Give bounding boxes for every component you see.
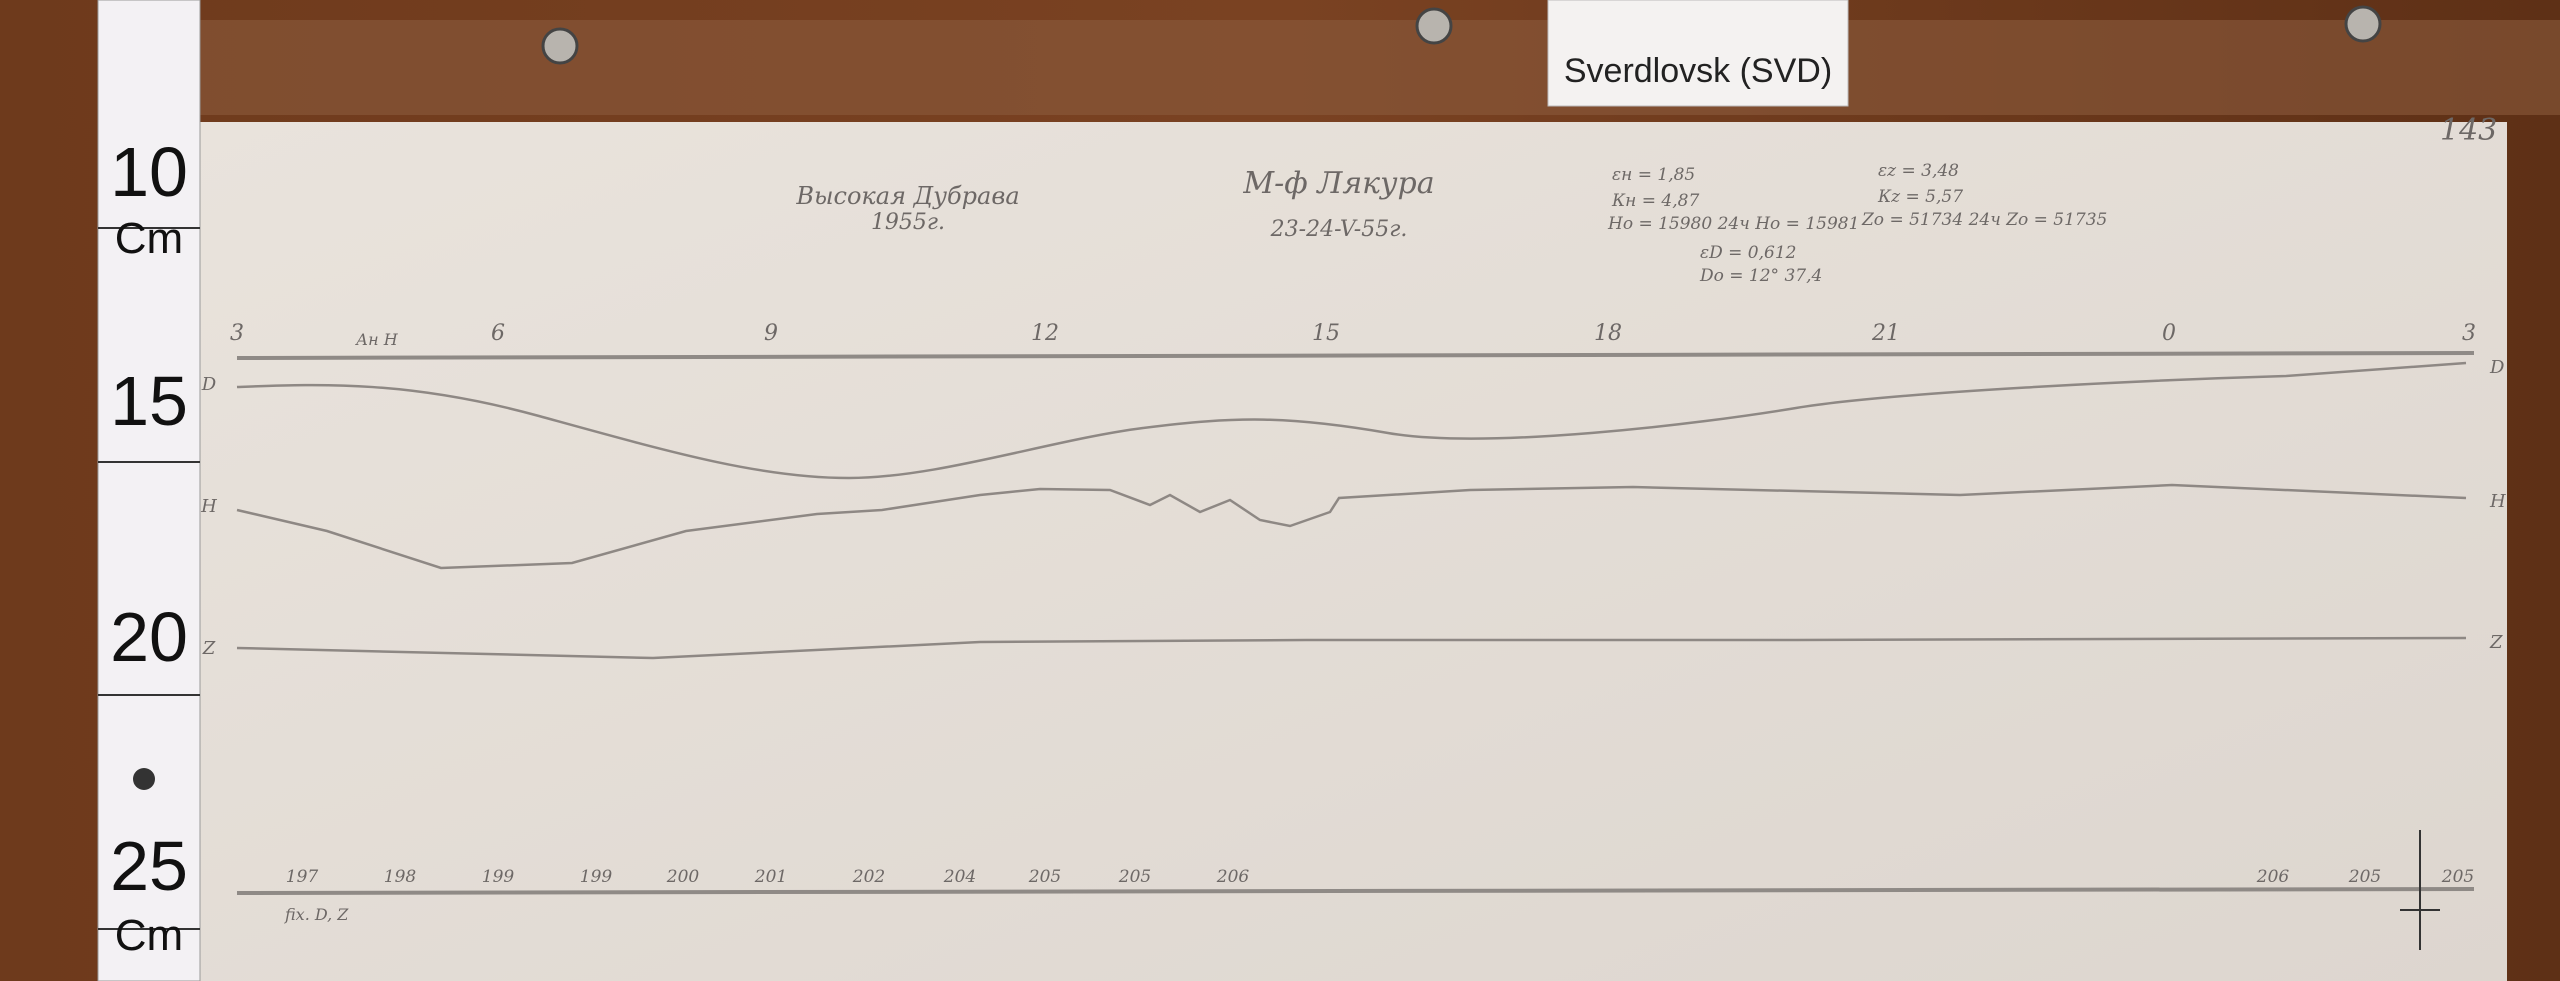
parameter: Кz = 5,57 — [1877, 187, 1963, 207]
hour-label: 3 — [230, 321, 244, 346]
year: 1955г. — [871, 210, 945, 235]
baseline-note: fix. D, Z — [284, 905, 349, 924]
axis-note: Ан H — [355, 330, 399, 349]
parameter: Кн = 4,87 — [1611, 191, 1699, 211]
parameter: εD = 0,612 — [1700, 243, 1796, 263]
hour-label: 15 — [1312, 321, 1340, 346]
baseline-label: 205 — [2441, 867, 2474, 887]
parameter: εн = 1,85 — [1612, 165, 1695, 185]
baseline-label: 202 — [852, 867, 885, 887]
hour-label: 21 — [1871, 321, 1900, 346]
ruler-label: Cm — [115, 911, 183, 960]
station-label-card — [1547, 0, 1849, 107]
ruler-label: 25 — [110, 827, 188, 905]
hour-label: 12 — [1031, 321, 1059, 346]
hour-label: 18 — [1594, 321, 1622, 346]
baseline-label: 205 — [1028, 867, 1061, 887]
trace-label: D — [201, 374, 217, 395]
ruler-label: 15 — [110, 362, 188, 440]
baseline-label: 201 — [754, 867, 787, 887]
axes — [236, 351, 2475, 895]
trace-label: D — [2489, 357, 2505, 378]
observer: М-ф Лякура — [1242, 166, 1434, 201]
trace-label: Z — [202, 638, 216, 659]
ruler-label: 10 — [110, 133, 188, 211]
dates: 23-24-V-55г. — [1270, 217, 1408, 242]
trace-label: H — [2489, 491, 2506, 512]
baseline-label: 197 — [286, 867, 319, 887]
scale-arrow — [2400, 830, 2440, 950]
baseline-label: 200 — [666, 867, 700, 887]
trace-label: H — [200, 496, 217, 517]
ruler — [97, 0, 201, 981]
hour-label: 0 — [2162, 321, 2176, 346]
paper — [200, 122, 2507, 981]
baseline-label: 205 — [1118, 867, 1151, 887]
baseline-label: 206 — [2256, 867, 2290, 887]
baseline-label: 198 — [384, 867, 417, 887]
hour-label: 6 — [491, 321, 505, 346]
ruler-label: Cm — [115, 214, 183, 263]
baseline-label: 205 — [2348, 867, 2381, 887]
baseline-label: 199 — [482, 867, 515, 887]
parameter: Zо = 51734 24ч Zо = 51735 — [1861, 210, 2107, 230]
parameter: Hо = 15980 24ч Hо = 15981 — [1607, 214, 1859, 234]
traces — [236, 361, 2467, 660]
ruler-hole — [133, 768, 155, 790]
ruler-label: 20 — [110, 598, 188, 676]
parameter: Dо = 12° 37,4 — [1699, 266, 1822, 286]
station-name: Высокая Дубрава — [795, 182, 1019, 210]
screws — [541, 5, 2382, 65]
plastic-strip — [195, 20, 2560, 115]
station-label: Sverdlovsk (SVD) — [1564, 52, 1832, 90]
baseline-label: 199 — [580, 867, 613, 887]
sheet-number: 143 — [2440, 113, 2497, 148]
baseline-label: 206 — [1216, 867, 1250, 887]
hour-label: 9 — [764, 321, 778, 346]
parameter: εz = 3,48 — [1878, 161, 1959, 181]
trace-label: Z — [2489, 632, 2503, 653]
baseline-label: 204 — [943, 867, 976, 887]
ruler-ticks — [98, 227, 200, 930]
hour-label: 3 — [2462, 321, 2476, 346]
